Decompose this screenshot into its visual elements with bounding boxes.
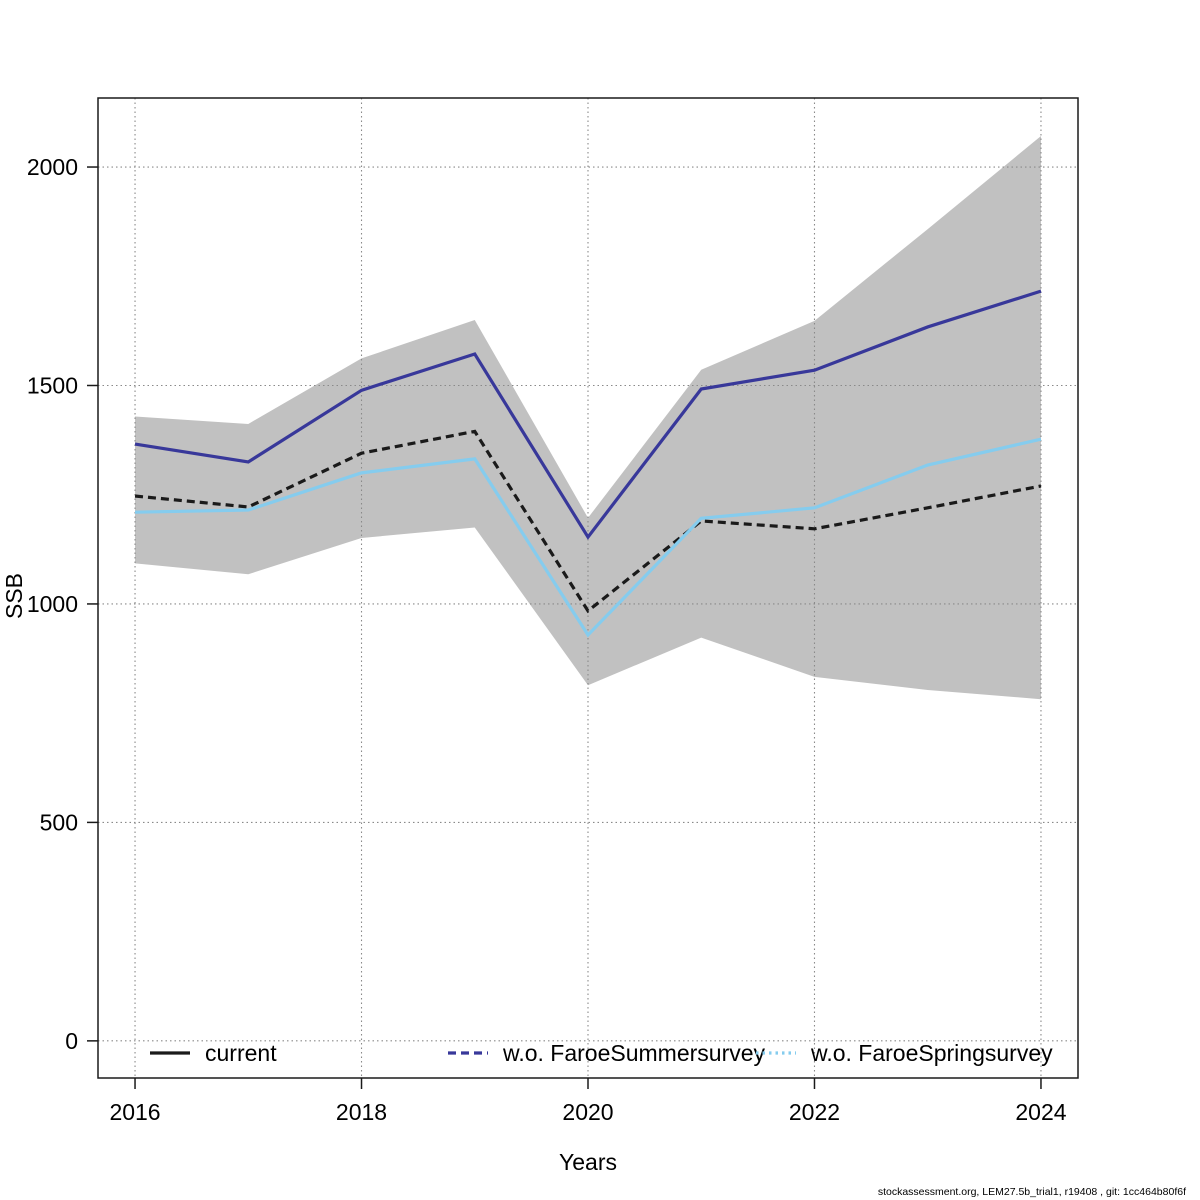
x-axis-title: Years [559,1149,617,1175]
y-tick-label: 1500 [27,372,78,398]
legend-item-label: current [205,1040,277,1066]
x-tick-label: 2016 [109,1099,160,1125]
series-line-w-o-faroesummersurvey [134,289,1042,540]
x-tick-label: 2018 [336,1099,387,1125]
y-tick-label: 1000 [27,591,78,617]
y-tick-label: 2000 [27,154,78,180]
legend-item-label: w.o. FaroeSummersurvey [502,1040,766,1066]
series-line-current [134,429,1042,614]
x-tick-label: 2022 [789,1099,840,1125]
y-tick-label: 500 [40,809,78,835]
x-tick-label: 2024 [1015,1099,1066,1125]
footer-credit: stockassessment.org, LEM27.5b_trial1, r1… [877,1186,1186,1198]
legend-item-label: w.o. FaroeSpringsurvey [810,1040,1053,1066]
y-tick-label: 0 [65,1028,78,1054]
series-line-w-o-faroespringsurvey [134,437,1042,638]
x-tick-label: 2020 [562,1099,613,1125]
y-axis-title: SSB [1,573,27,619]
